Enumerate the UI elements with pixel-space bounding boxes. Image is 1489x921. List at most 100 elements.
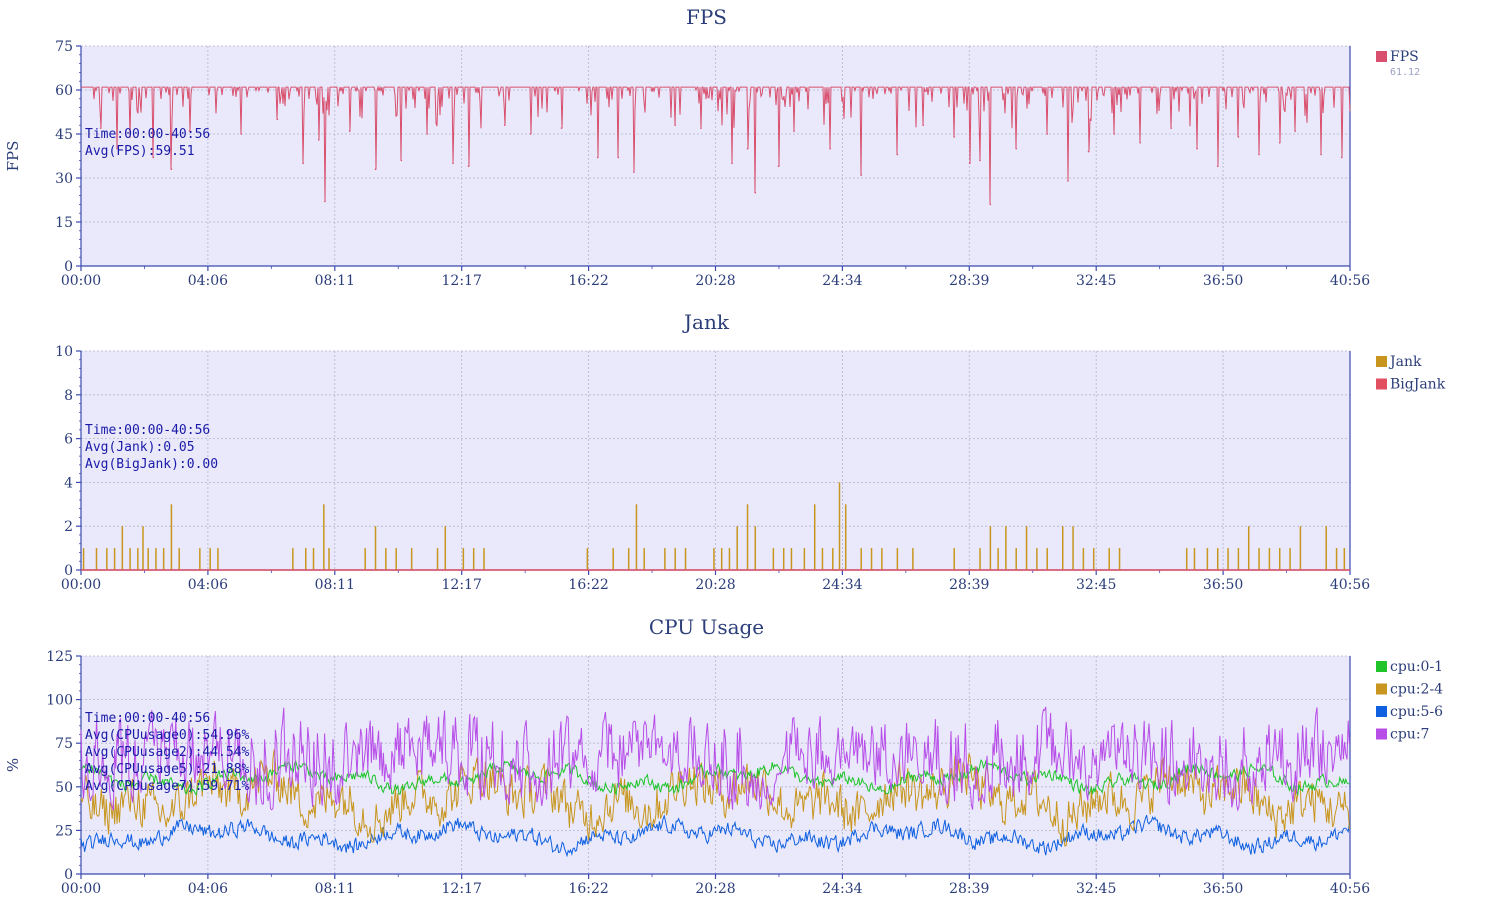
y-tick-label: 2	[64, 519, 73, 535]
x-tick-label: 20:28	[695, 577, 735, 593]
y-tick-label: 50	[55, 780, 73, 796]
legend-value: 61.12	[1390, 67, 1420, 78]
fps-dip-point	[99, 127, 102, 129]
fps-dip-point	[529, 133, 532, 135]
fps-dip-point	[617, 156, 620, 159]
fps-dip-point	[860, 174, 863, 176]
legend-label: cpu:2-4	[1390, 682, 1443, 698]
fps-dip-point	[560, 127, 563, 129]
fps-dip-point	[302, 162, 304, 165]
fps-dip-point	[922, 124, 925, 126]
fps-dip-point	[116, 147, 118, 150]
x-tick-label: 36:50	[1203, 273, 1243, 289]
x-tick-label: 24:34	[822, 881, 862, 897]
fps-dip-point	[400, 159, 403, 162]
legend-label: BigJank	[1390, 377, 1446, 393]
fps-dip-point	[426, 133, 428, 135]
legend-swatch	[1376, 728, 1387, 740]
x-tick-label: 36:50	[1203, 577, 1243, 593]
y-tick-label: 75	[55, 736, 73, 752]
x-tick-label: 40:56	[1330, 881, 1370, 897]
fps-dip-point	[1046, 133, 1049, 135]
x-tick-label: 04:06	[188, 273, 228, 289]
stats-annotation: Avg(CPUusage7):59.71%	[85, 779, 250, 794]
fps-dip-point	[754, 191, 757, 194]
fps-dip-point	[240, 133, 242, 135]
x-tick-label: 00:00	[61, 577, 101, 593]
fps-dip-point	[1237, 136, 1240, 138]
fps-dip-point	[674, 124, 676, 126]
fps-dip-point	[1196, 147, 1198, 150]
fps-dip-point	[1216, 165, 1219, 168]
stats-annotation: Time:00:00-40:56	[85, 127, 210, 142]
fps-dip-point	[1067, 180, 1069, 182]
fps-dip-point	[989, 203, 992, 206]
stats-annotation: Time:00:00-40:56	[85, 711, 210, 726]
legend-swatch	[1376, 706, 1387, 717]
x-tick-label: 36:50	[1203, 881, 1243, 897]
y-tick-label: 100	[46, 693, 73, 709]
y-tick-label: 8	[64, 388, 73, 404]
x-tick-label: 16:22	[568, 577, 608, 593]
fps-dip-point	[968, 162, 971, 165]
legend-swatch	[1376, 683, 1387, 695]
fps-dip-point	[731, 162, 733, 165]
x-tick-label: 12:17	[442, 273, 482, 289]
x-tick-label: 04:06	[188, 577, 228, 593]
x-tick-label: 12:17	[442, 577, 482, 593]
fps-dip-point	[829, 147, 832, 150]
fps-dip-point	[1340, 156, 1343, 159]
x-tick-label: 32:45	[1076, 577, 1116, 593]
fps-dip-point	[1258, 153, 1260, 156]
fps-dip-point	[129, 136, 131, 138]
x-tick-label: 08:11	[315, 577, 355, 593]
stats-annotation: Avg(BigJank):0.00	[85, 457, 218, 472]
fps-dip-point	[324, 200, 326, 203]
y-tick-label: 6	[64, 432, 73, 448]
x-tick-label: 32:45	[1076, 273, 1116, 289]
fps-dip-point	[374, 168, 377, 170]
fps-dip-point	[170, 168, 173, 170]
x-tick-label: 16:22	[568, 273, 608, 289]
stats-annotation: Avg(Jank):0.05	[85, 440, 195, 455]
fps-dip-point	[633, 171, 635, 173]
y-tick-label: 75	[55, 39, 73, 55]
fps-dip-point	[979, 159, 981, 162]
y-tick-label: 0	[64, 259, 73, 275]
y-tick-label: 4	[64, 475, 73, 491]
stats-annotation: Avg(FPS):59.51	[85, 144, 195, 159]
fps-dip-point	[777, 165, 780, 168]
x-tick-label: 28:39	[949, 273, 989, 289]
chart-1: Jank 0 2 4 6 8 10 00:00 04:06 08:11 12:17 16:22 20:2…	[55, 310, 1446, 593]
y-axis-label: FPS	[4, 141, 22, 172]
series-line-fps	[81, 85, 1351, 205]
x-tick-label: 40:56	[1330, 577, 1370, 593]
x-tick-label: 24:34	[822, 273, 862, 289]
fps-dip-point	[276, 118, 279, 121]
fps-dip-point	[467, 165, 470, 168]
legend-label: cpu:0-1	[1390, 659, 1443, 675]
fps-dip-point	[1278, 142, 1281, 144]
x-tick-label: 24:34	[822, 577, 862, 593]
legend-label: cpu:5-6	[1390, 704, 1443, 720]
y-tick-label: 15	[55, 215, 73, 231]
fps-dip-point	[1139, 142, 1142, 144]
y-tick-label: 45	[55, 127, 73, 143]
chart-title: FPS	[686, 5, 727, 29]
stats-annotation: Avg(CPUusage2):44.54%	[85, 745, 250, 760]
legend-swatch	[1376, 356, 1387, 367]
x-tick-label: 04:06	[188, 881, 228, 897]
series-line-cpu-7	[80, 706, 1350, 812]
stats-annotation: Avg(CPUusage0):54.96%	[85, 728, 250, 743]
x-tick-label: 28:39	[949, 577, 989, 593]
fps-dip-point	[1294, 130, 1297, 132]
y-tick-label: 60	[55, 83, 73, 99]
legend-label: FPS	[1390, 49, 1419, 65]
fps-dip-point	[348, 130, 351, 132]
fps-dip-point	[1087, 150, 1090, 153]
stats-annotation: Avg(CPUusage5):21.88%	[85, 762, 250, 777]
y-tick-label: 30	[55, 171, 73, 187]
x-tick-label: 28:39	[949, 881, 989, 897]
fps-dip-point	[1320, 153, 1322, 156]
